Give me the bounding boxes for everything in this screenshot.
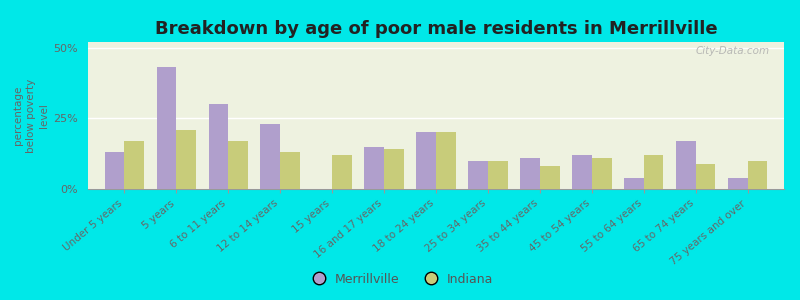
Y-axis label: percentage
below poverty
level: percentage below poverty level	[13, 78, 50, 153]
Bar	[696, 164, 715, 189]
Bar	[280, 152, 300, 189]
Title: Breakdown by age of poor male residents in Merrillville: Breakdown by age of poor male residents …	[154, 20, 718, 38]
Bar	[384, 149, 404, 189]
Legend: Merrillville, Indiana: Merrillville, Indiana	[302, 268, 498, 291]
Bar	[105, 152, 124, 189]
Bar	[332, 155, 352, 189]
Bar	[644, 155, 663, 189]
Bar	[488, 161, 508, 189]
Bar	[124, 141, 144, 189]
Bar	[468, 161, 488, 189]
Bar	[592, 158, 611, 189]
Bar	[157, 68, 176, 189]
Bar	[261, 124, 280, 189]
Bar	[728, 178, 748, 189]
Text: City-Data.com: City-Data.com	[696, 46, 770, 56]
Bar	[748, 161, 767, 189]
Bar	[540, 167, 560, 189]
Bar	[436, 133, 456, 189]
Bar	[364, 147, 384, 189]
Bar	[572, 155, 592, 189]
Bar	[676, 141, 696, 189]
Bar	[209, 104, 228, 189]
Bar	[520, 158, 540, 189]
Bar	[176, 130, 196, 189]
Bar	[228, 141, 248, 189]
Bar	[416, 133, 436, 189]
Bar	[624, 178, 644, 189]
